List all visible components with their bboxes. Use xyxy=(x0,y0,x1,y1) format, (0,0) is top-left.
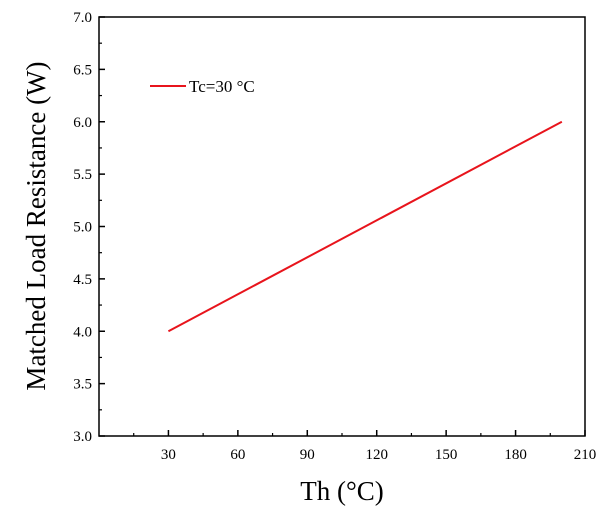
y-tick-label: 4.5 xyxy=(73,272,92,288)
x-tick-label: 210 xyxy=(574,447,597,463)
y-tick-label: 7.0 xyxy=(73,10,92,26)
y-axis-ticks xyxy=(99,16,105,437)
x-tick-label: 120 xyxy=(365,447,388,463)
y-tick-label: 4.0 xyxy=(73,324,92,340)
y-tick-label: 6.0 xyxy=(73,115,92,131)
y-tick-label: 3.5 xyxy=(73,377,92,393)
y-axis-title: Matched Load Resistance (W) xyxy=(21,61,51,390)
y-tick-label: 5.5 xyxy=(73,167,92,183)
y-tick-label: 5.0 xyxy=(73,220,92,236)
legend-label: Tc=30 °C xyxy=(189,77,255,96)
x-tick-label: 60 xyxy=(230,447,245,463)
x-axis-tick-labels: 30 60 90 120 150 180 210 xyxy=(161,447,596,463)
legend: Tc=30 °C xyxy=(150,77,255,96)
x-tick-label: 30 xyxy=(161,447,176,463)
x-axis-title: Th (°C) xyxy=(300,476,384,506)
y-axis-tick-labels: 3.0 3.5 4.0 4.5 5.0 5.5 6.0 6.5 7.0 xyxy=(73,10,92,445)
plot-frame xyxy=(98,16,586,437)
series-layer xyxy=(167,120,563,333)
series-line xyxy=(167,120,563,333)
x-tick-label: 90 xyxy=(300,447,315,463)
y-tick-label: 6.5 xyxy=(73,62,92,78)
x-axis-ticks xyxy=(133,430,586,436)
y-tick-label: 3.0 xyxy=(73,429,92,445)
x-tick-label: 180 xyxy=(504,447,527,463)
x-tick-label: 150 xyxy=(435,447,458,463)
